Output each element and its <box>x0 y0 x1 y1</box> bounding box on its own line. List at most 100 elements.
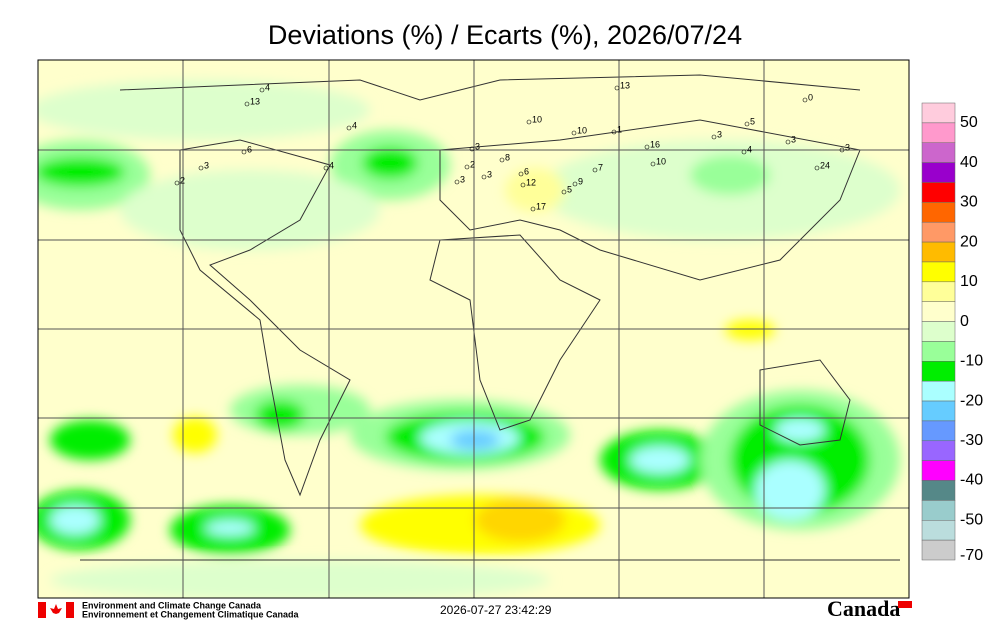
station-dot <box>802 97 808 103</box>
station-value: 17 <box>536 201 546 211</box>
colorbar-swatch <box>921 500 956 521</box>
colorbar-label: -50 <box>960 511 983 528</box>
station-value: 3 <box>717 129 722 139</box>
colorbar-swatch <box>921 361 956 382</box>
colorbar-swatch <box>921 480 956 501</box>
station-dot <box>454 179 460 185</box>
station-dot <box>526 119 532 125</box>
station-value: 9 <box>578 176 583 186</box>
station-dot <box>518 171 524 177</box>
station-dot <box>711 134 717 140</box>
map-frame <box>37 59 910 599</box>
station-dot <box>198 165 204 171</box>
station-dot <box>469 146 475 152</box>
colorbar-swatch <box>921 420 956 442</box>
colorbar-swatch <box>921 102 956 124</box>
colorbar-swatch <box>921 400 956 422</box>
colorbar-label: 0 <box>960 313 969 330</box>
colorbar-label: 10 <box>960 273 978 290</box>
maple-leaf <box>50 604 62 614</box>
station-value: 4 <box>747 144 752 154</box>
org-en: Environment and Climate Change Canada <box>82 600 262 610</box>
colorbar-swatch <box>921 380 956 402</box>
colorbar-swatch <box>921 162 956 183</box>
title: Deviations (%) / Ecarts (%), 2026/07/24 <box>268 20 742 50</box>
station-dot <box>499 157 505 163</box>
station-dot <box>520 182 526 188</box>
colorbar-swatch <box>921 341 956 362</box>
station-dot <box>592 167 598 173</box>
station-value: 3 <box>791 134 796 144</box>
colorbar-swatch <box>921 520 956 541</box>
station-dot <box>481 174 487 180</box>
colorbar-label: -40 <box>960 472 983 489</box>
station-dot <box>244 101 250 107</box>
colorbar-label: 40 <box>960 154 978 171</box>
colorbar-swatch <box>921 460 956 481</box>
station-value: 0 <box>808 92 813 102</box>
colorbar-swatch <box>921 301 956 322</box>
station-dot <box>571 130 577 136</box>
colorbar: 50 40 30 20 10 0 -10 -20 -30 -40 -50 -70 <box>921 102 983 564</box>
station-value: 13 <box>250 96 260 106</box>
colorbar-swatch <box>921 281 956 302</box>
colorbar-label: 50 <box>960 114 978 131</box>
timestamp: 2026-07-27 23:42:29 <box>440 603 552 617</box>
colorbar-swatch <box>921 142 956 163</box>
station-value: 5 <box>567 184 572 194</box>
station-dot <box>741 149 747 155</box>
colorbar-label: 30 <box>960 194 978 211</box>
coastlines <box>80 74 900 561</box>
station-dot <box>744 121 750 127</box>
station-value: 5 <box>750 116 755 126</box>
station-dot <box>323 165 329 171</box>
station-dot <box>259 87 265 93</box>
station-dot <box>561 189 567 195</box>
colorbar-label: -10 <box>960 353 983 370</box>
station-dot <box>814 165 820 171</box>
station-value: 16 <box>650 139 660 149</box>
colorbar-label: 20 <box>960 233 978 250</box>
station-value: 3 <box>460 174 465 184</box>
station-value: 1 <box>617 124 622 134</box>
station-value: 12 <box>526 177 536 187</box>
station-value: 4 <box>265 82 270 92</box>
colorbar-label: -30 <box>960 432 983 449</box>
colorbar-swatch <box>921 539 956 561</box>
colorbar-swatch <box>921 182 956 203</box>
station-dot <box>174 180 180 186</box>
station-value: 6 <box>247 144 252 154</box>
colorbar-label: -70 <box>960 547 983 564</box>
station-value: 10 <box>656 156 666 166</box>
colorbar-swatch <box>921 440 956 461</box>
wordmark-flag <box>898 601 912 608</box>
colorbar-swatch <box>921 241 956 263</box>
colorbar-swatch <box>921 221 956 243</box>
colorbar-swatch <box>921 122 956 143</box>
station-dot <box>241 149 247 155</box>
station-value: 24 <box>820 160 830 170</box>
footer: Environment and Climate Change Canada En… <box>38 596 912 621</box>
station-value: 3 <box>487 169 492 179</box>
wordmark: Canada <box>827 596 900 621</box>
station-value: 2 <box>470 159 475 169</box>
station-value: 4 <box>329 160 334 170</box>
station-value: 13 <box>620 80 630 90</box>
station-dot <box>611 129 617 135</box>
station-value: 8 <box>505 152 510 162</box>
station-dot <box>644 144 650 150</box>
station-dot <box>839 147 845 153</box>
station-value: 10 <box>577 125 587 135</box>
colorbar-label: -20 <box>960 392 983 409</box>
station-value: 7 <box>598 162 603 172</box>
station-value: 3 <box>845 142 850 152</box>
station-value: 10 <box>532 114 542 124</box>
colorbar-swatch <box>921 321 956 342</box>
station-value: 6 <box>524 166 529 176</box>
station-dot <box>464 164 470 170</box>
station-value: 3 <box>204 160 209 170</box>
colorbar-swatch <box>921 202 956 223</box>
station-dot <box>650 161 656 167</box>
